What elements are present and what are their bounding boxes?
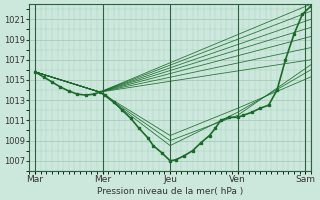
X-axis label: Pression niveau de la mer( hPa ): Pression niveau de la mer( hPa ) [97,187,243,196]
